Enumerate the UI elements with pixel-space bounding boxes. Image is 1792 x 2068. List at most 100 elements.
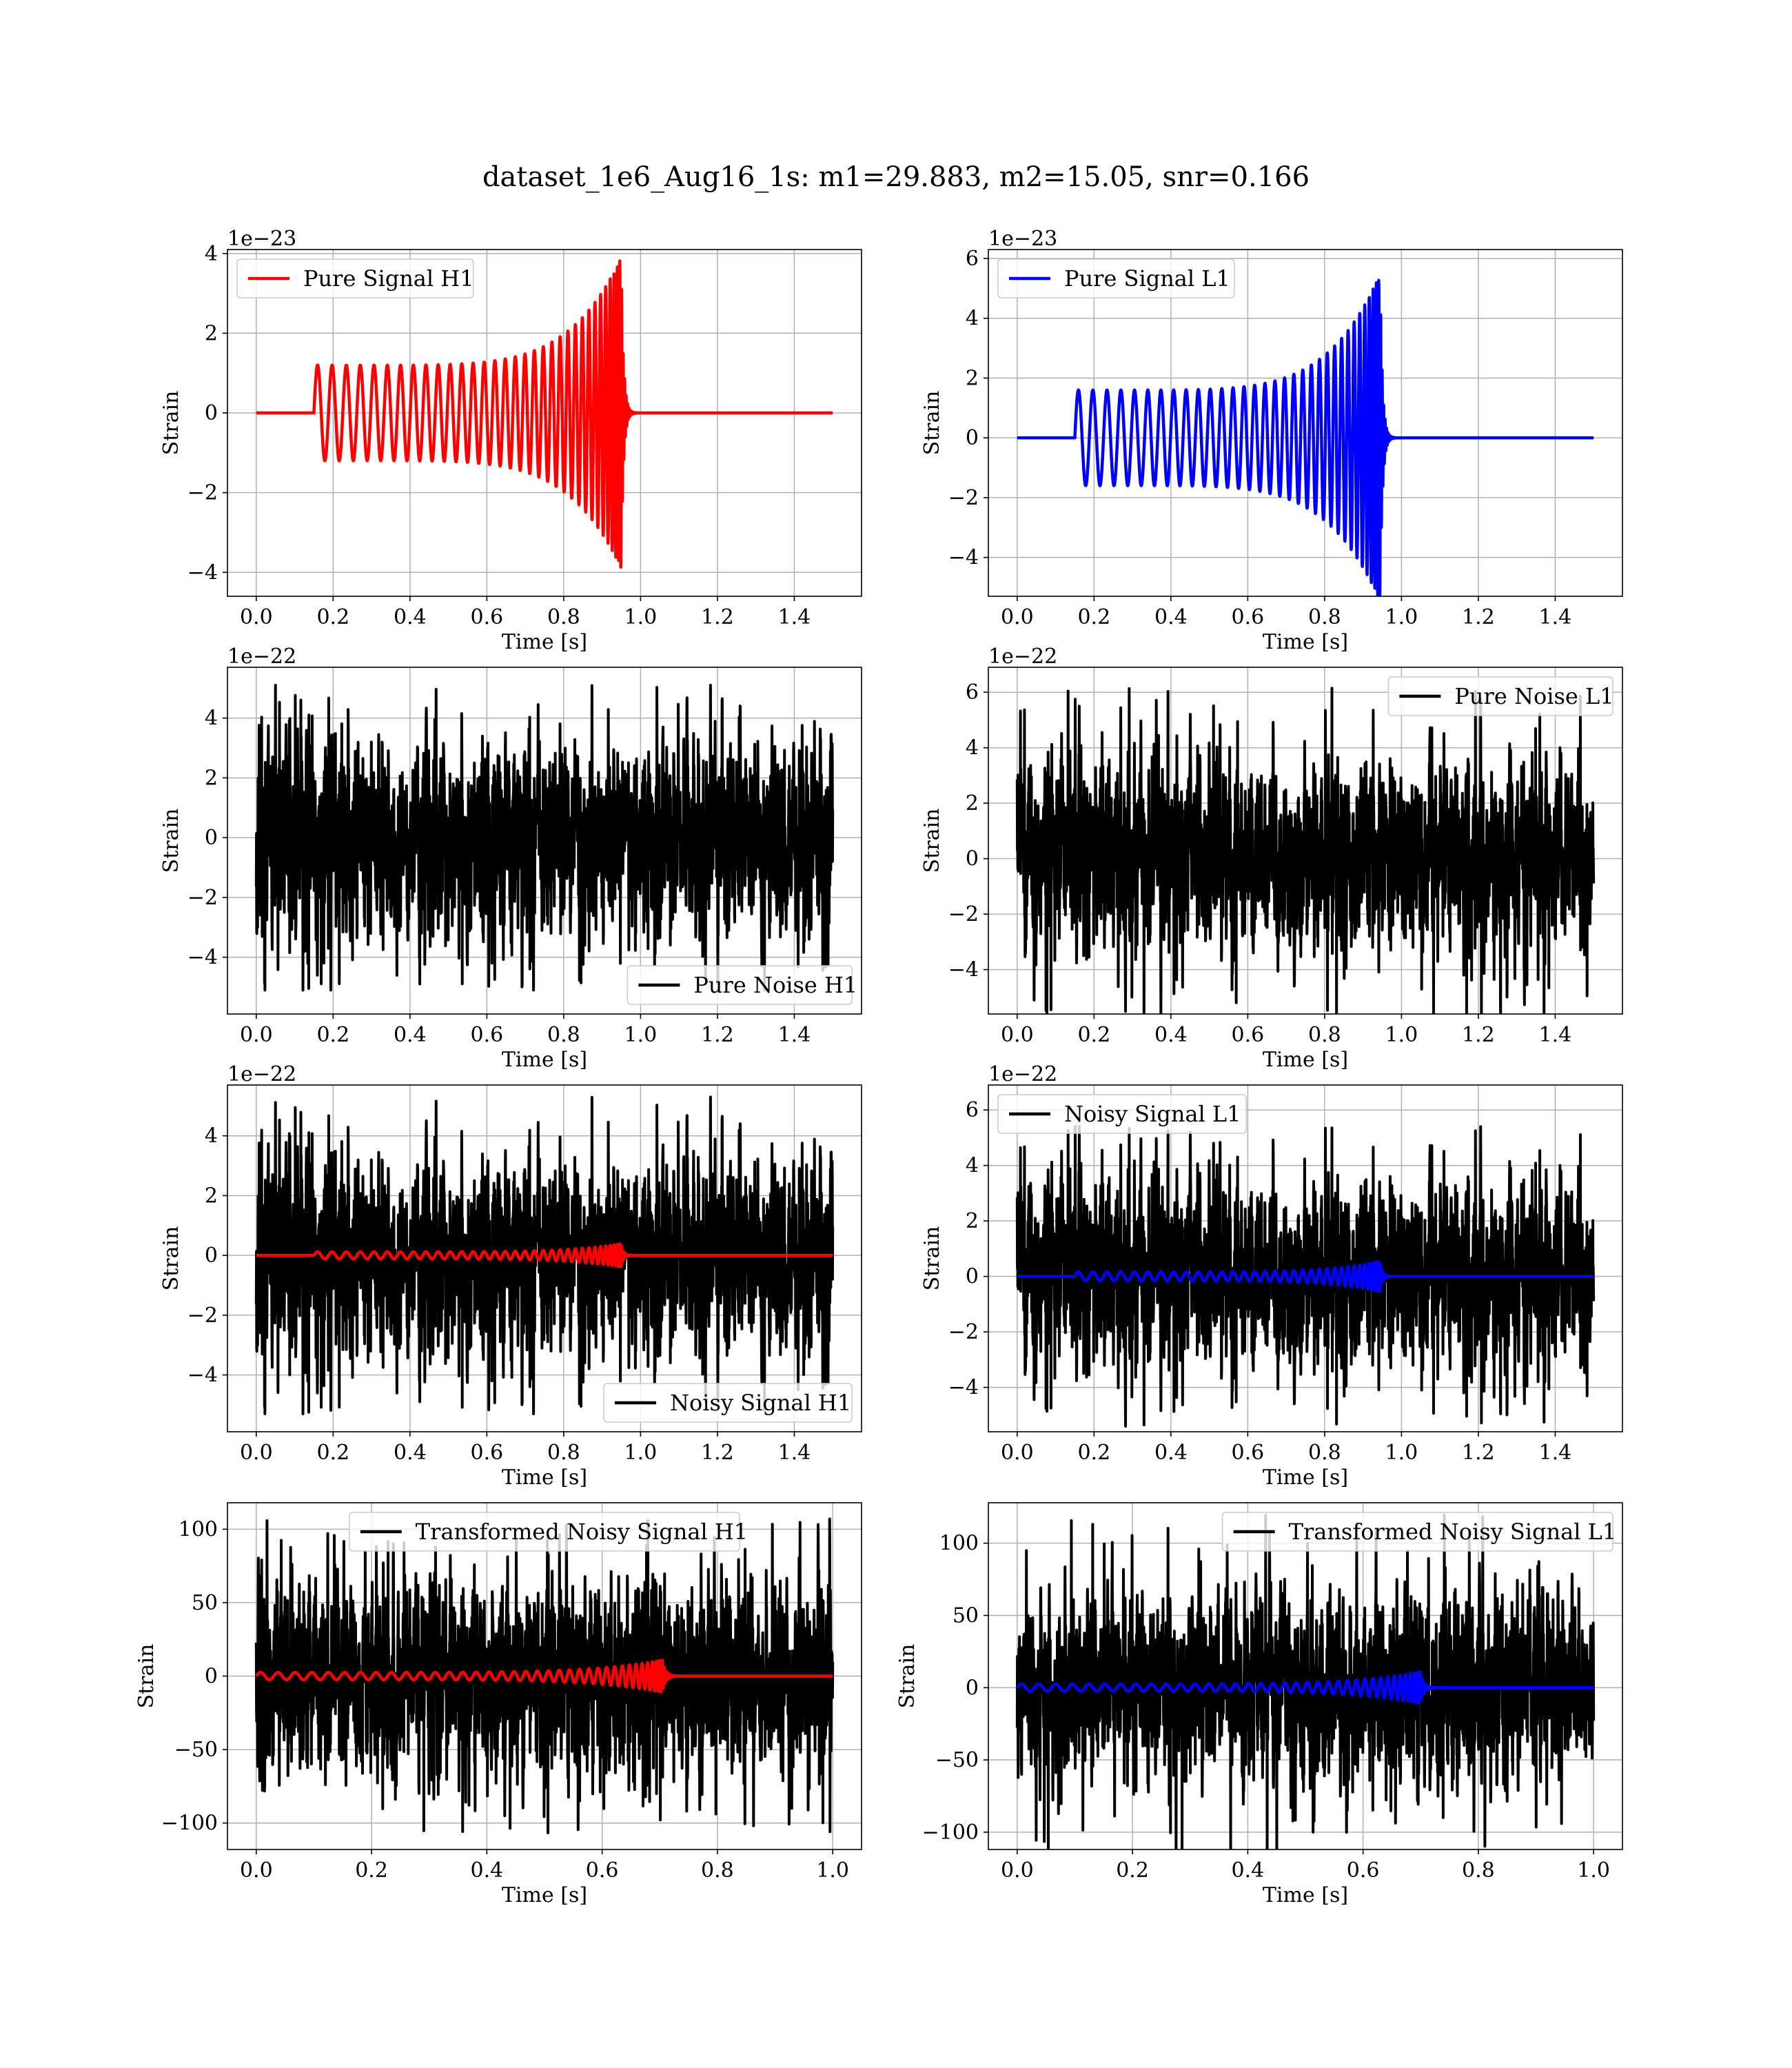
series-line-1 xyxy=(256,1242,835,1269)
x-tick-label: 0.4 xyxy=(1154,1441,1188,1465)
x-tick-label: 0.4 xyxy=(1154,605,1188,629)
subplot-pure-signal-h1: 0.0 0.2 0.4 0.6 0.8 1.0 1.2 1.4 −4 −2 0 2 4 Time [s] S… xyxy=(159,227,862,654)
series-group xyxy=(1015,1513,1596,1849)
x-tick-label: 0.0 xyxy=(1001,605,1034,629)
legend: Pure Noise H1 xyxy=(627,965,857,1005)
legend: Noisy Signal H1 xyxy=(603,1383,853,1423)
y-tick-label: 4 xyxy=(966,307,979,331)
x-tick-label: 0.0 xyxy=(240,1441,273,1465)
x-axis-label: Time [s] xyxy=(502,1466,587,1490)
x-tick-label: 0.6 xyxy=(1232,1441,1265,1465)
x-tick-label: 0.0 xyxy=(1001,1858,1034,1883)
series-line-0 xyxy=(254,1095,835,1415)
y-tick-label: −2 xyxy=(187,481,218,505)
legend-label: Pure Noise H1 xyxy=(693,972,857,998)
x-tick-label: 0.6 xyxy=(1232,605,1265,629)
legend: Pure Noise L1 xyxy=(1387,676,1614,716)
legend: Noisy Signal L1 xyxy=(997,1094,1247,1134)
subplot-grid: 0.0 0.2 0.4 0.6 0.8 1.0 1.2 1.4 −4 −2 0 2 4 Time [s] S… xyxy=(134,227,1623,1907)
y-tick-label: 4 xyxy=(205,1124,218,1148)
y-axis-label: Strain xyxy=(159,391,183,456)
legend-label: Noisy Signal H1 xyxy=(670,1390,851,1416)
y-tick-label: −100 xyxy=(922,1821,979,1845)
axes-frame xyxy=(988,1084,1623,1432)
x-tick-label: 0.4 xyxy=(1232,1858,1265,1883)
y-tick-label: 0 xyxy=(966,1676,979,1700)
y-tick-label: −50 xyxy=(174,1738,218,1762)
figure-suptitle: dataset_1e6_Aug16_1s: m1=29.883, m2=15.0… xyxy=(482,161,1310,193)
legend: Pure Signal L1 xyxy=(997,258,1235,298)
x-tick-label: 0.6 xyxy=(1347,1858,1380,1883)
y-tick-label: 2 xyxy=(205,321,218,345)
y-tick-label: −2 xyxy=(187,1304,218,1328)
subplot-pure-signal-l1: 0.0 0.2 0.4 0.6 0.8 1.0 1.2 1.4 −4 −2 0 2 4 6 Time [s]… xyxy=(920,227,1623,654)
x-tick-label: 0.4 xyxy=(394,1023,427,1047)
legend-label: Pure Noise L1 xyxy=(1454,683,1613,709)
axes-frame xyxy=(227,667,862,1015)
x-tick-label: 0.0 xyxy=(1001,1023,1034,1047)
y-tick-label: 2 xyxy=(966,366,979,390)
x-axis-label: Time [s] xyxy=(1263,1883,1348,1907)
legend-box xyxy=(1221,1512,1613,1552)
x-tick-label: 0.2 xyxy=(355,1858,388,1883)
x-tick-label: 0.8 xyxy=(1462,1858,1495,1883)
x-tick-label: 0.6 xyxy=(471,1023,504,1047)
x-tick-label: 1.4 xyxy=(778,1023,811,1047)
x-tick-label: 0.2 xyxy=(1116,1858,1149,1883)
x-axis-label: Time [s] xyxy=(502,1883,587,1907)
y-tick-label: 2 xyxy=(966,791,979,815)
x-tick-label: 0.6 xyxy=(1232,1023,1265,1047)
series-group xyxy=(1017,278,1596,596)
legend-box xyxy=(627,965,853,1005)
x-tick-label: 0.2 xyxy=(1077,1441,1110,1465)
series-line-0 xyxy=(254,1517,835,1834)
x-tick-label: 0.8 xyxy=(547,1441,580,1465)
y-tick-label: 50 xyxy=(192,1591,218,1615)
series-line-0 xyxy=(1015,1513,1596,1849)
series-group xyxy=(254,684,835,992)
legend-box xyxy=(997,1094,1247,1134)
series-line-0 xyxy=(1015,1125,1596,1428)
x-tick-label: 1.0 xyxy=(1385,1023,1418,1047)
axes-frame xyxy=(988,249,1623,597)
x-tick-label: 0.8 xyxy=(547,1023,580,1047)
axis-offset-text: 1e−22 xyxy=(988,1062,1057,1086)
y-axis-label: Strain xyxy=(134,1644,159,1709)
x-tick-label: 0.2 xyxy=(1077,1023,1110,1047)
x-tick-label: 1.2 xyxy=(1462,1023,1495,1047)
y-tick-label: 0 xyxy=(966,426,979,450)
y-tick-label: −4 xyxy=(948,1376,979,1400)
x-tick-label: 0.4 xyxy=(471,1858,504,1883)
y-tick-label: 2 xyxy=(966,1209,979,1233)
axes-frame xyxy=(227,249,862,597)
x-tick-label: 0.8 xyxy=(701,1858,734,1883)
x-tick-label: 0.0 xyxy=(240,1858,273,1883)
y-tick-label: 4 xyxy=(966,1154,979,1178)
x-tick-label: 1.0 xyxy=(624,1441,658,1465)
legend-box xyxy=(348,1512,741,1552)
y-tick-label: −100 xyxy=(161,1812,218,1836)
y-tick-label: 0 xyxy=(205,826,218,850)
series-line-0 xyxy=(1017,278,1596,596)
y-axis-label: Strain xyxy=(920,391,944,456)
x-tick-label: 1.4 xyxy=(778,605,811,629)
x-tick-label: 1.0 xyxy=(816,1858,849,1883)
y-tick-label: 50 xyxy=(953,1603,979,1628)
x-tick-label: 1.2 xyxy=(1462,605,1495,629)
x-tick-label: 1.4 xyxy=(778,1441,811,1465)
series-line-1 xyxy=(1015,1670,1596,1705)
x-tick-label: 0.8 xyxy=(547,605,580,629)
legend: Transformed Noisy Signal L1 xyxy=(1221,1512,1616,1552)
series-line-0 xyxy=(256,259,835,569)
y-tick-label: 2 xyxy=(205,766,218,790)
series-group xyxy=(254,1517,835,1834)
legend: Pure Signal H1 xyxy=(236,258,474,298)
x-tick-label: 1.0 xyxy=(1385,605,1418,629)
x-axis-label: Time [s] xyxy=(502,1048,587,1072)
y-tick-label: −2 xyxy=(948,486,979,510)
x-tick-label: 0.0 xyxy=(1001,1441,1034,1465)
x-tick-label: 1.0 xyxy=(624,605,658,629)
subplot-pure-noise-h1: 0.0 0.2 0.4 0.6 0.8 1.0 1.2 1.4 −4 −2 0 2 4 Time [s] S… xyxy=(159,645,862,1072)
series-line-1 xyxy=(254,1659,835,1694)
x-tick-label: 0.0 xyxy=(240,605,273,629)
